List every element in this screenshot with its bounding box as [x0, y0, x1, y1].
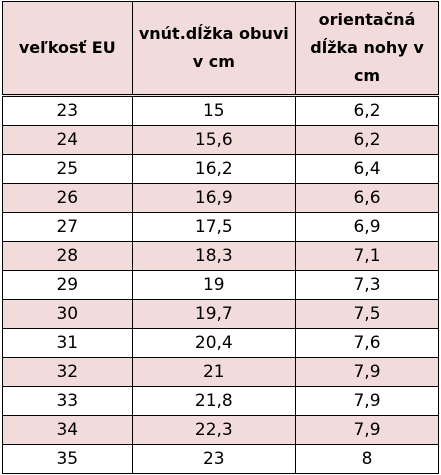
table-row: 33 21,8 7,9: [2, 386, 439, 416]
cell-size-eu: 27: [2, 212, 133, 242]
table-row: 24 15,6 6,2: [2, 125, 439, 155]
cell-inner-length: 22,3: [131, 415, 297, 445]
cell-foot-length: 6,6: [295, 183, 439, 213]
table-header: veľkosť EU vnút.dĺžka obuvi v cm orienta…: [2, 1, 439, 97]
table-row: 23 15 6,2: [2, 95, 439, 126]
cell-inner-length: 20,4: [131, 328, 297, 358]
table-row: 27 17,5 6,9: [2, 212, 439, 242]
cell-size-eu: 34: [2, 415, 133, 445]
cell-inner-length: 19,7: [131, 299, 297, 329]
cell-size-eu: 31: [2, 328, 133, 358]
cell-size-eu: 32: [2, 357, 133, 387]
table-row: 28 18,3 7,1: [2, 241, 439, 271]
cell-inner-length: 21: [131, 357, 297, 387]
cell-foot-length: 6,2: [295, 125, 439, 155]
cell-inner-length: 17,5: [131, 212, 297, 242]
cell-foot-length: 7,5: [295, 299, 439, 329]
cell-inner-length: 19: [131, 270, 297, 300]
cell-inner-length: 15,6: [131, 125, 297, 155]
header-inner-length: vnút.dĺžka obuvi v cm: [131, 1, 297, 97]
table-row: 35 23 8: [2, 444, 439, 474]
cell-inner-length: 23: [131, 444, 297, 474]
header-row: veľkosť EU vnút.dĺžka obuvi v cm orienta…: [2, 1, 439, 97]
table-row: 31 20,4 7,6: [2, 328, 439, 358]
cell-size-eu: 23: [2, 95, 133, 126]
cell-foot-length: 7,1: [295, 241, 439, 271]
cell-size-eu: 24: [2, 125, 133, 155]
cell-foot-length: 7,9: [295, 357, 439, 387]
cell-size-eu: 25: [2, 154, 133, 184]
table-row: 29 19 7,3: [2, 270, 439, 300]
cell-foot-length: 7,9: [295, 415, 439, 445]
cell-foot-length: 7,3: [295, 270, 439, 300]
table-row: 30 19,7 7,5: [2, 299, 439, 329]
header-foot-length: orientačná dĺžka nohy v cm: [295, 1, 439, 97]
header-size-eu: veľkosť EU: [2, 1, 133, 97]
table-row: 32 21 7,9: [2, 357, 439, 387]
table-row: 26 16,9 6,6: [2, 183, 439, 213]
cell-foot-length: 7,6: [295, 328, 439, 358]
cell-inner-length: 16,9: [131, 183, 297, 213]
cell-inner-length: 18,3: [131, 241, 297, 271]
cell-size-eu: 28: [2, 241, 133, 271]
cell-foot-length: 6,2: [295, 95, 439, 126]
cell-size-eu: 35: [2, 444, 133, 474]
cell-inner-length: 16,2: [131, 154, 297, 184]
cell-size-eu: 30: [2, 299, 133, 329]
cell-foot-length: 6,4: [295, 154, 439, 184]
cell-size-eu: 33: [2, 386, 133, 416]
cell-inner-length: 21,8: [131, 386, 297, 416]
cell-size-eu: 26: [2, 183, 133, 213]
cell-foot-length: 6,9: [295, 212, 439, 242]
cell-size-eu: 29: [2, 270, 133, 300]
table-row: 25 16,2 6,4: [2, 154, 439, 184]
table-row: 34 22,3 7,9: [2, 415, 439, 445]
cell-inner-length: 15: [131, 95, 297, 126]
cell-foot-length: 7,9: [295, 386, 439, 416]
cell-foot-length: 8: [295, 444, 439, 474]
table-body: 23 15 6,2 24 15,6 6,2 25 16,2 6,4 26 16,9 6,6 27 17,5…: [2, 95, 439, 474]
